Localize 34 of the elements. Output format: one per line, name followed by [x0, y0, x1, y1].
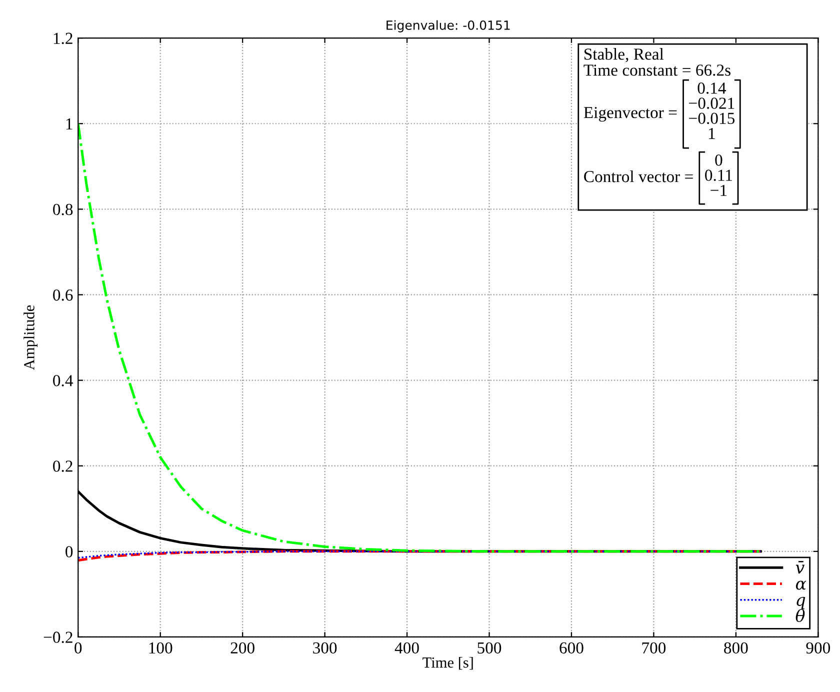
x-axis-title: Time [s] [422, 656, 473, 670]
line-series [78, 550, 762, 559]
annotation: 0 0.11 −1 [705, 154, 732, 196]
y-axis-title: Amplitude [24, 305, 38, 370]
annotation: Control vector = [584, 170, 693, 182]
annotation: Time constant = 66.2s [584, 64, 730, 76]
x-tick-label: 700 [642, 642, 666, 654]
x-tick-label: 800 [724, 642, 748, 654]
legend-label: q [796, 596, 806, 610]
y-tick-label: 0.6 [53, 289, 73, 301]
line-series [78, 550, 762, 562]
y-tick-label: 1.2 [54, 32, 72, 44]
y-tick-label: 0 [66, 546, 73, 558]
annotation: Stable, Real [584, 48, 664, 62]
x-tick-label: 100 [149, 642, 172, 654]
annotation: 0.14 −0.021 −0.015 1 [689, 82, 734, 139]
y-tick-label: −0.2 [44, 632, 72, 644]
x-tick-label: 400 [394, 642, 419, 654]
x-tick-label: 200 [230, 642, 254, 654]
legend-label: v̄ [796, 561, 804, 574]
x-tick-label: 300 [313, 642, 337, 654]
x-tick-label: 900 [806, 642, 830, 654]
x-tick-label: 600 [560, 642, 584, 654]
chart-title: Eigenvalue: -0.0151 [386, 20, 510, 32]
y-tick-label: 0.4 [53, 375, 73, 386]
x-tick-label: 500 [478, 642, 502, 654]
line-series [78, 122, 762, 553]
y-tick-label: 0.2 [53, 460, 72, 472]
x-tick-label: 0 [74, 642, 82, 654]
legend-label: θ [796, 609, 805, 622]
y-tick-label: 1 [66, 118, 72, 130]
annotation: Eigenvector = [584, 106, 677, 122]
legend-label: α [796, 580, 806, 590]
y-tick-label: 0.8 [53, 204, 73, 216]
